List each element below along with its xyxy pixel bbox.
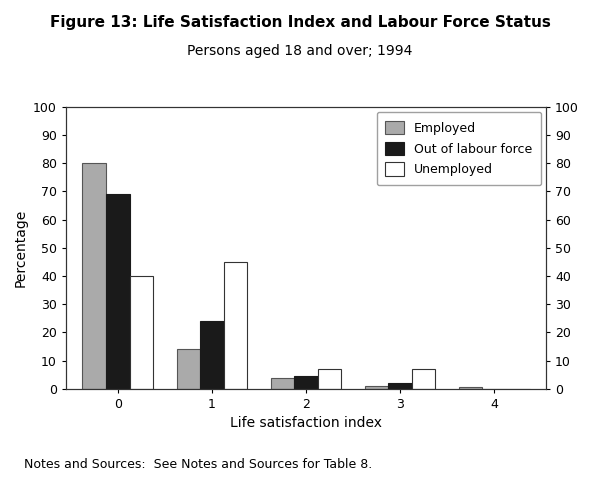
X-axis label: Life satisfaction index: Life satisfaction index	[230, 417, 382, 431]
Bar	[82, 163, 106, 389]
Bar	[176, 349, 200, 389]
Bar	[224, 262, 247, 389]
Text: Persons aged 18 and over; 1994: Persons aged 18 and over; 1994	[187, 44, 413, 58]
Bar	[459, 387, 482, 389]
Bar	[318, 369, 341, 389]
Bar	[106, 194, 130, 389]
Legend: Employed, Out of labour force, Unemployed: Employed, Out of labour force, Unemploye…	[377, 112, 541, 185]
Bar	[271, 378, 294, 389]
Bar	[130, 276, 153, 389]
Bar	[412, 369, 436, 389]
Text: Figure 13: Life Satisfaction Index and Labour Force Status: Figure 13: Life Satisfaction Index and L…	[50, 15, 550, 30]
Bar	[388, 383, 412, 389]
Text: Notes and Sources:  See Notes and Sources for Table 8.: Notes and Sources: See Notes and Sources…	[24, 458, 372, 471]
Bar	[294, 376, 318, 389]
Bar	[365, 386, 388, 389]
Y-axis label: Percentage: Percentage	[14, 208, 28, 287]
Bar	[200, 321, 224, 389]
